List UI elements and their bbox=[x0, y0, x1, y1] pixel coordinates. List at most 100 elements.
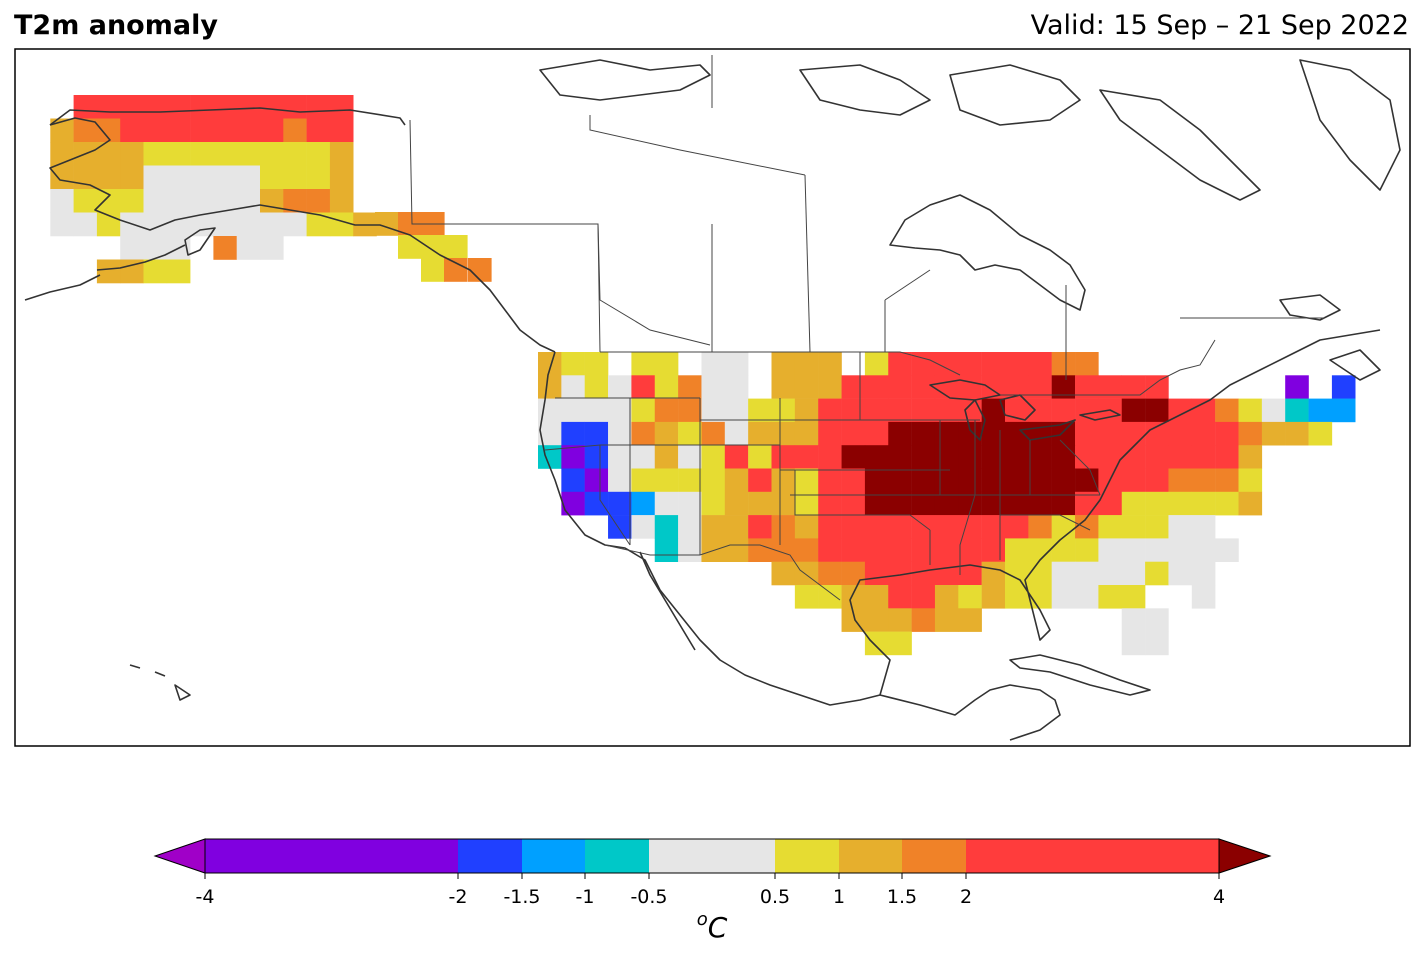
anomaly-cell bbox=[818, 538, 842, 562]
anomaly-cell bbox=[864, 515, 889, 539]
anomaly-cell bbox=[1191, 515, 1216, 539]
anomaly-cell bbox=[794, 352, 819, 376]
anomaly-cell bbox=[958, 585, 982, 609]
anomaly-cell bbox=[934, 445, 959, 469]
colorbar-tick-label: -4 bbox=[196, 886, 215, 908]
colorbar-under-arrow bbox=[153, 838, 206, 874]
anomaly-cell bbox=[1145, 398, 1169, 423]
anomaly-cell bbox=[981, 468, 1006, 493]
anomaly-cell bbox=[1308, 421, 1333, 446]
anomaly-cell bbox=[864, 352, 889, 376]
anomaly-cell bbox=[329, 189, 354, 213]
colorbar-bin bbox=[902, 839, 966, 873]
anomaly-cell bbox=[748, 515, 772, 539]
anomaly-cell bbox=[864, 445, 889, 469]
anomaly-cell bbox=[561, 375, 585, 399]
anomaly-cell bbox=[608, 445, 632, 469]
anomaly-cell bbox=[981, 561, 1006, 586]
anomaly-cell bbox=[678, 491, 702, 516]
anomaly-cell bbox=[794, 398, 819, 423]
anomaly-cell bbox=[584, 352, 609, 376]
anomaly-cell bbox=[1098, 375, 1122, 399]
anomaly-cell bbox=[631, 421, 655, 446]
anomaly-cell bbox=[1051, 515, 1076, 539]
anomaly-cell bbox=[1145, 608, 1169, 632]
anomaly-cell bbox=[73, 212, 98, 237]
anomaly-cell bbox=[981, 445, 1006, 469]
anomaly-cell bbox=[1191, 538, 1216, 562]
anomaly-cell bbox=[888, 445, 912, 469]
anomaly-cell bbox=[771, 561, 796, 586]
anomaly-cell bbox=[213, 212, 237, 237]
anomaly-cell bbox=[1331, 375, 1356, 399]
anomaly-cell bbox=[1075, 515, 1099, 539]
anomaly-cell bbox=[818, 398, 842, 423]
anomaly-cell bbox=[1075, 398, 1099, 423]
anomaly-cell bbox=[654, 538, 679, 562]
anomaly-cell bbox=[166, 118, 191, 143]
anomaly-cell bbox=[190, 165, 214, 190]
anomaly-cell bbox=[1075, 538, 1099, 562]
anomaly-cell bbox=[934, 585, 959, 609]
anomaly-cell bbox=[888, 421, 912, 446]
anomaly-cell bbox=[1005, 538, 1029, 562]
anomaly-cell bbox=[96, 142, 121, 166]
anomaly-cell bbox=[1051, 561, 1076, 586]
anomaly-cell bbox=[1145, 538, 1169, 562]
anomaly-cell bbox=[120, 142, 144, 166]
anomaly-cell bbox=[1005, 515, 1029, 539]
anomaly-cell bbox=[213, 95, 237, 119]
anomaly-cell bbox=[911, 375, 936, 399]
anomaly-cell bbox=[50, 142, 74, 166]
anomaly-cell bbox=[911, 538, 936, 562]
anomaly-cell bbox=[561, 398, 585, 423]
anomaly-cell bbox=[678, 398, 702, 423]
anomaly-cell bbox=[748, 491, 772, 516]
anomaly-cell bbox=[771, 491, 796, 516]
anomaly-cell bbox=[911, 445, 936, 469]
anomaly-cell bbox=[864, 608, 889, 632]
anomaly-cell bbox=[1215, 398, 1239, 423]
anomaly-cell bbox=[1121, 585, 1146, 609]
anomaly-cell bbox=[260, 165, 284, 190]
anomaly-cell bbox=[724, 468, 749, 493]
anomaly-cell bbox=[1191, 491, 1216, 516]
anomaly-cell bbox=[143, 95, 168, 119]
anomaly-cell bbox=[283, 142, 307, 166]
anomaly-cell bbox=[260, 189, 284, 213]
anomaly-cell bbox=[1331, 398, 1356, 423]
anomaly-cell bbox=[654, 491, 679, 516]
anomaly-cell bbox=[561, 421, 585, 446]
anomaly-cell bbox=[1308, 398, 1333, 423]
anomaly-cell bbox=[771, 468, 796, 493]
anomaly-cell bbox=[818, 352, 842, 376]
anomaly-cell bbox=[1215, 538, 1239, 562]
anomaly-cell bbox=[701, 491, 726, 516]
anomaly-cell bbox=[50, 212, 74, 237]
anomaly-cell bbox=[608, 375, 632, 399]
anomaly-cell bbox=[1145, 631, 1169, 656]
anomaly-cell bbox=[608, 515, 632, 539]
anomaly-cell bbox=[1121, 421, 1146, 446]
anomaly-cell bbox=[1005, 491, 1029, 516]
anomaly-cell bbox=[608, 468, 632, 493]
anomaly-cell bbox=[794, 515, 819, 539]
anomaly-cell bbox=[1121, 445, 1146, 469]
anomaly-cell bbox=[1098, 538, 1122, 562]
anomaly-cell bbox=[73, 189, 98, 213]
anomaly-cell bbox=[888, 468, 912, 493]
anomaly-cell bbox=[1215, 445, 1239, 469]
anomaly-cell bbox=[73, 118, 98, 143]
anomaly-cell bbox=[1121, 538, 1146, 562]
anomaly-cell bbox=[283, 212, 307, 237]
anomaly-cell bbox=[584, 491, 609, 516]
anomaly-cell bbox=[724, 491, 749, 516]
anomaly-cell bbox=[166, 189, 191, 213]
anomaly-cell bbox=[771, 445, 796, 469]
anomaly-cell bbox=[1215, 468, 1239, 493]
anomaly-cell bbox=[911, 585, 936, 609]
anomaly-cell bbox=[934, 352, 959, 376]
anomaly-cell bbox=[50, 165, 74, 190]
anomaly-cell bbox=[631, 515, 655, 539]
anomaly-cell bbox=[96, 259, 121, 284]
